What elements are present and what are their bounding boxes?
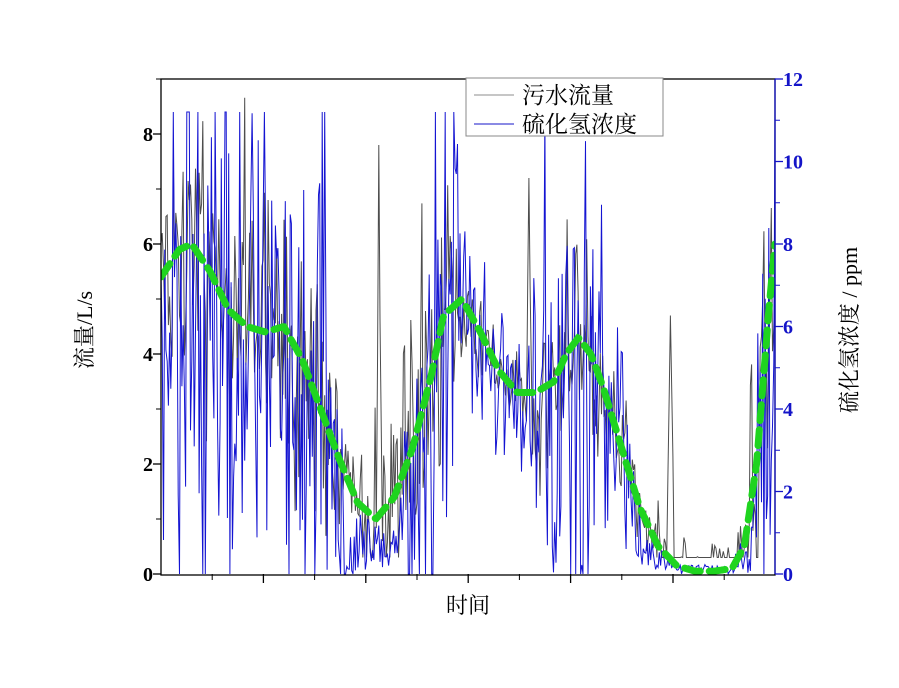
- svg-text:6: 6: [143, 234, 153, 256]
- svg-text:10: 10: [783, 152, 803, 174]
- svg-text:8: 8: [783, 234, 793, 256]
- svg-text:流量/L/s: 流量/L/s: [72, 291, 97, 369]
- svg-text:4: 4: [783, 399, 793, 421]
- svg-text:4: 4: [143, 344, 153, 366]
- svg-text:8: 8: [143, 124, 153, 146]
- svg-text:污水流量: 污水流量: [522, 83, 614, 108]
- svg-text:6: 6: [783, 317, 793, 339]
- svg-text:时间: 时间: [446, 593, 490, 618]
- svg-text:2: 2: [783, 482, 793, 504]
- svg-text:硫化氢浓度: 硫化氢浓度: [522, 112, 637, 137]
- svg-text:0: 0: [783, 564, 793, 586]
- svg-text:12: 12: [783, 69, 803, 91]
- svg-text:2: 2: [143, 454, 153, 476]
- svg-text:0: 0: [143, 564, 153, 586]
- svg-text:硫化氢浓度 / ppm: 硫化氢浓度 / ppm: [837, 247, 862, 413]
